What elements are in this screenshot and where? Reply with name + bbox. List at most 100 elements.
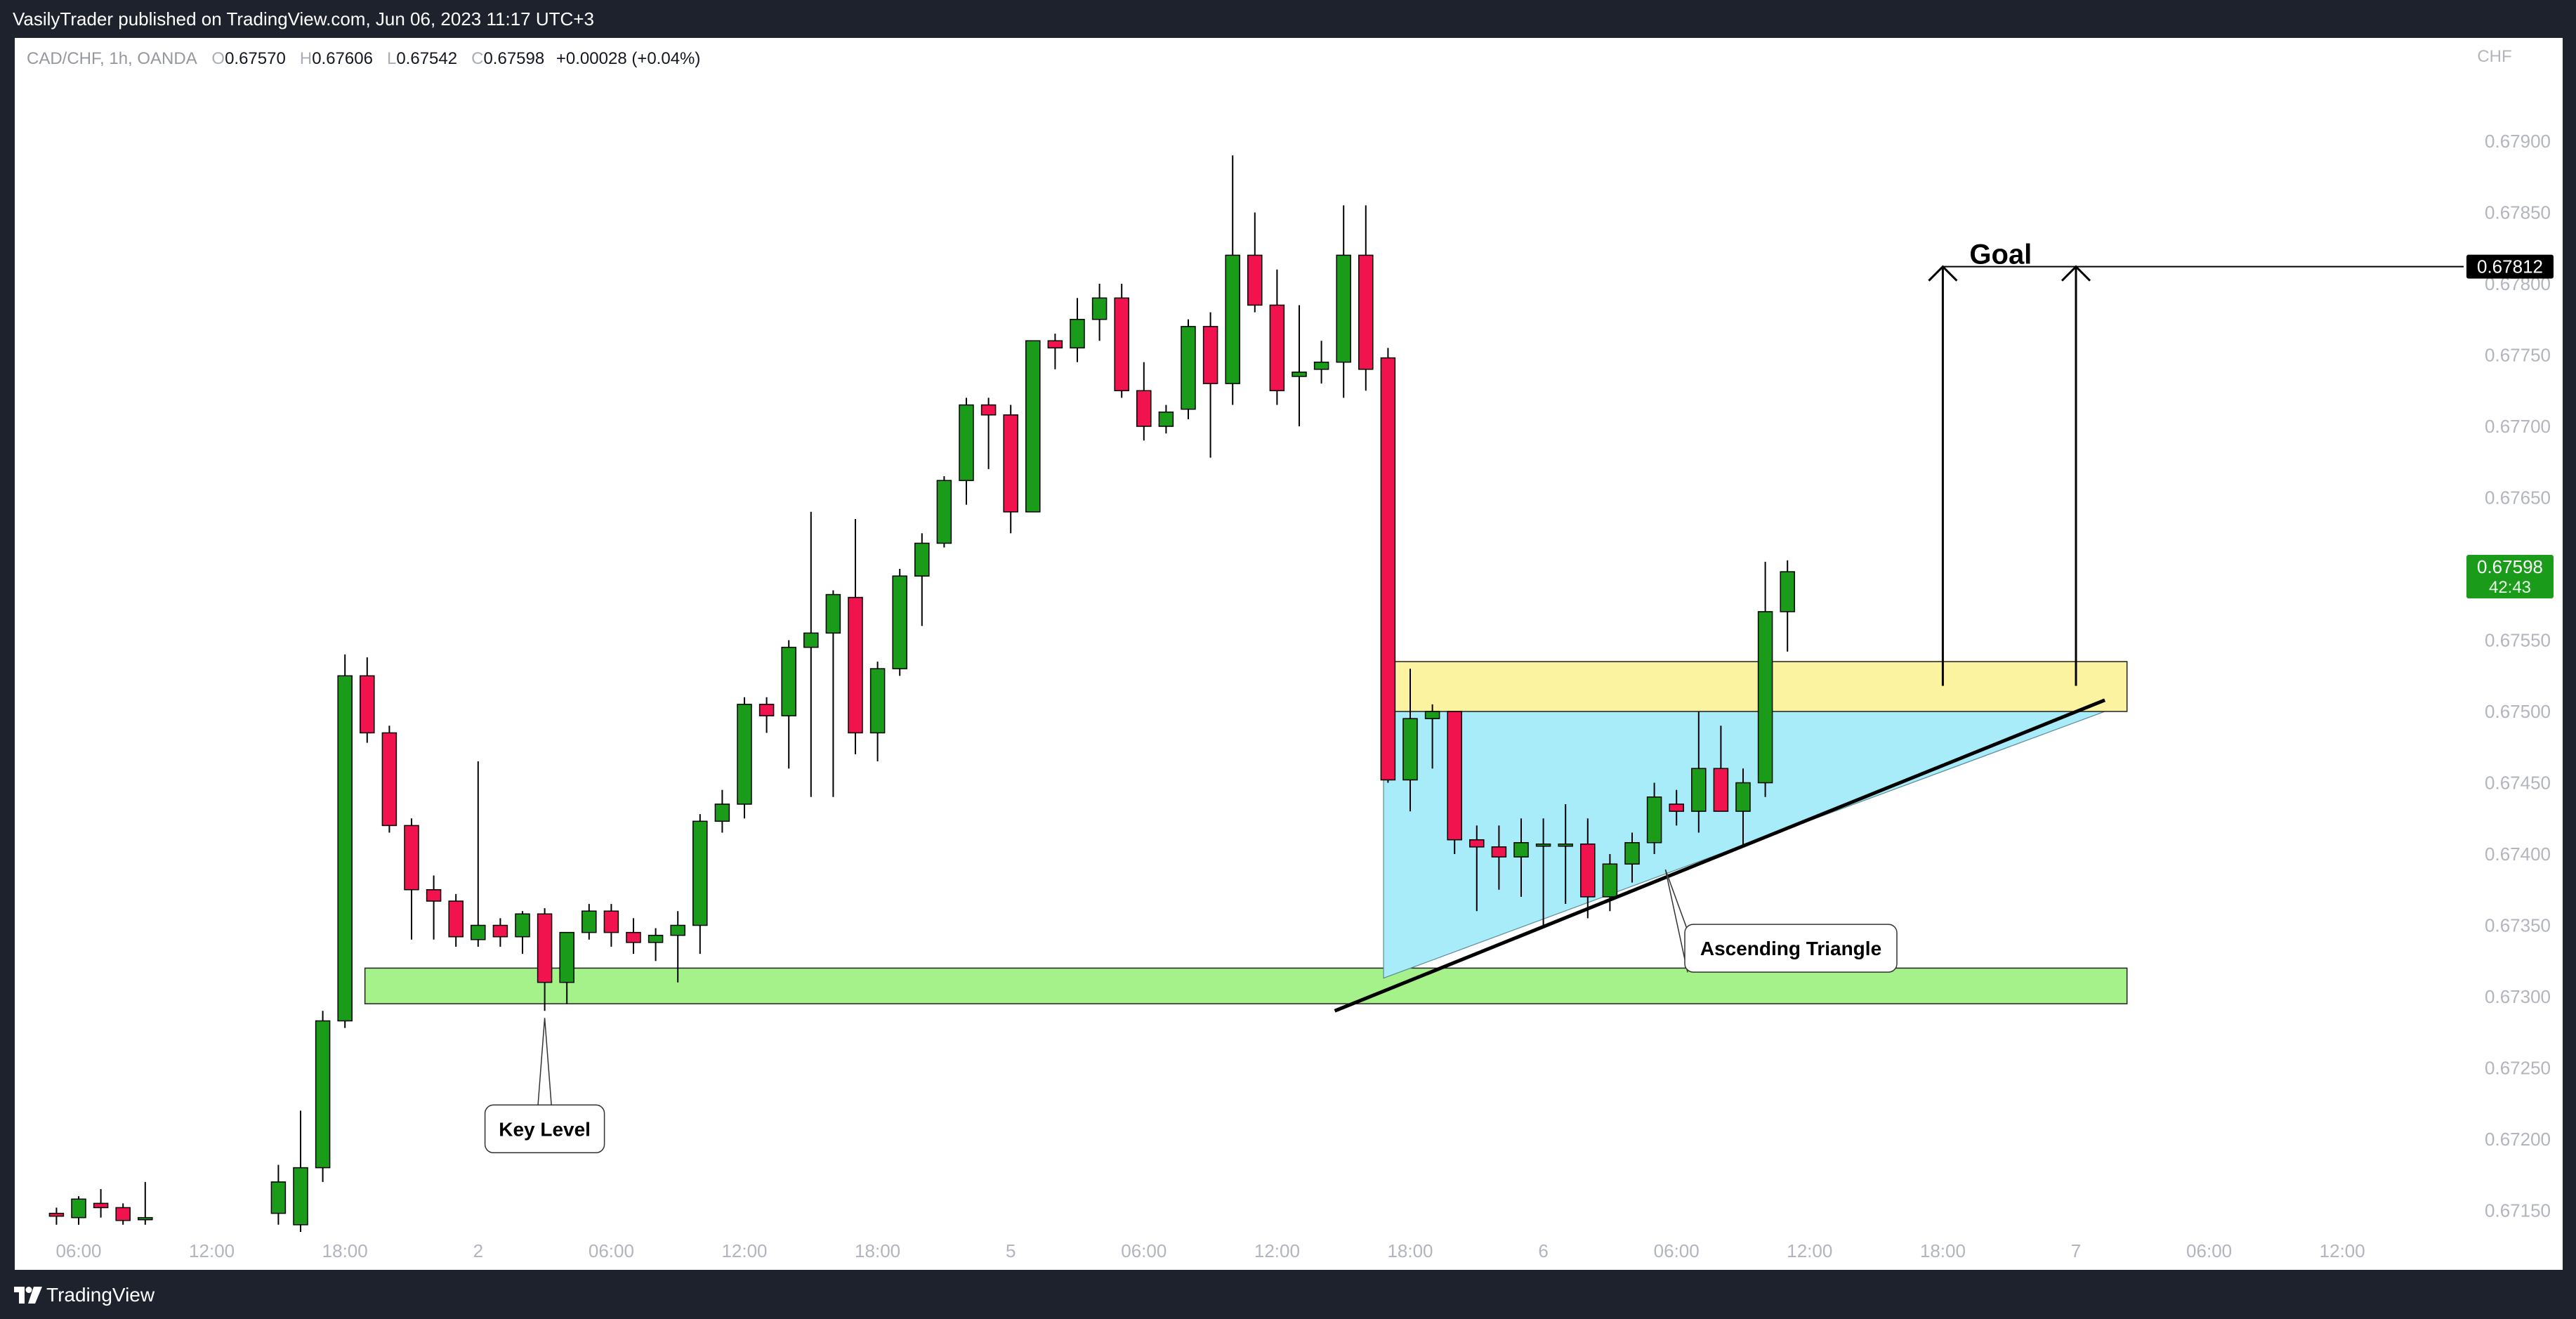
candle-body (1646, 796, 1662, 844)
candle-body (1025, 340, 1041, 513)
candle-body (914, 542, 930, 577)
y-tick-label: 0.67250 (2485, 1058, 2551, 1079)
tradingview-logo-icon[interactable] (14, 1287, 42, 1304)
x-tick-label: 12:00 (1787, 1240, 1832, 1261)
bar-countdown: 42:43 (2489, 578, 2531, 597)
current-price-tag-value: 0.67598 (2477, 556, 2543, 577)
candle-body (71, 1198, 86, 1219)
x-tick-label: 18:00 (322, 1240, 368, 1261)
candle-body (1424, 711, 1440, 719)
x-tick-label: 12:00 (189, 1240, 235, 1261)
ascending-triangle-label: Ascending Triangle (1700, 938, 1881, 959)
candle-body (758, 704, 775, 716)
legend-change: +0.00028 (+0.04%) (556, 49, 701, 68)
y-tick-label: 0.67150 (2485, 1200, 2551, 1221)
candle-body (626, 931, 641, 943)
candle-body (1181, 326, 1196, 410)
candle-body (1158, 411, 1174, 427)
x-tick-label: 12:00 (1254, 1240, 1300, 1261)
candle-body (803, 632, 819, 648)
candle-body (1047, 340, 1063, 349)
arrow-head (1928, 265, 1958, 282)
candle-body (781, 646, 796, 716)
candle-body (1669, 803, 1684, 812)
goal-price-tag (2466, 254, 2554, 279)
candle-body (1269, 304, 1285, 392)
candle-body (1003, 414, 1018, 513)
key-level-box (484, 1104, 605, 1154)
legend-low-value: 0.67542 (396, 49, 458, 68)
candle-body (1513, 842, 1529, 858)
symbol-legend[interactable]: CAD/CHF, 1h, OANDA O0.67570 H0.67606 L0.… (27, 49, 700, 69)
candle-body (1447, 711, 1462, 841)
candle-body (1580, 844, 1596, 898)
candle-body (1070, 319, 1085, 349)
candle-body (1535, 844, 1551, 847)
y-tick-label: 0.67700 (2485, 416, 2551, 437)
candle-body (270, 1181, 287, 1214)
candle-body (1225, 254, 1240, 384)
legend-open-value: 0.67570 (225, 49, 286, 68)
candle-body (115, 1207, 131, 1221)
support-zone (364, 967, 2128, 1004)
candle-body (670, 924, 685, 936)
plot-area[interactable] (48, 155, 2464, 1232)
candle-body (515, 913, 530, 938)
candle-body (1558, 844, 1573, 847)
x-tick-label: 2 (473, 1240, 483, 1261)
candle-body (1713, 768, 1729, 812)
candle-body (1469, 839, 1485, 848)
candle-body (737, 704, 752, 805)
candle-body (448, 900, 464, 938)
chart-panel[interactable] (15, 38, 2563, 1270)
candle-body (1380, 357, 1396, 781)
y-tick-label: 0.67500 (2485, 701, 2551, 722)
candle-body (603, 910, 619, 933)
y-tick-label: 0.67850 (2485, 202, 2551, 223)
y-tick-label: 0.67450 (2485, 773, 2551, 794)
y-tick-label: 0.67750 (2485, 345, 2551, 366)
candle-body (1136, 390, 1152, 427)
candle-body (980, 404, 997, 416)
candle-body (138, 1216, 153, 1221)
legend-close-value: 0.67598 (483, 49, 545, 68)
candle-body (1624, 842, 1640, 865)
x-tick-label: 18:00 (855, 1240, 900, 1261)
candle-body (869, 668, 886, 734)
candle-body (492, 924, 508, 938)
candle-body (692, 820, 708, 926)
legend-symbol[interactable]: CAD/CHF, 1h, OANDA (27, 49, 197, 68)
candle-body (1358, 254, 1374, 370)
x-tick-label: 5 (1006, 1240, 1016, 1261)
candle-body (1202, 326, 1218, 384)
candle-body (1735, 782, 1751, 812)
candle-body (48, 1212, 65, 1217)
candle-body (360, 675, 375, 734)
candle-body (1402, 718, 1418, 781)
x-tick-label: 7 (2071, 1240, 2081, 1261)
legend-high-value: 0.67606 (312, 49, 373, 68)
candle-body (936, 480, 952, 544)
x-tick-label: 12:00 (2320, 1240, 2365, 1261)
candle-body (1114, 297, 1129, 391)
candle-body (337, 675, 353, 1022)
legend-close-label: C (471, 49, 484, 68)
candle-body (426, 889, 442, 902)
currency-label: CHF (2477, 47, 2511, 66)
key-level-pointer (537, 1018, 553, 1110)
key-level-label: Key Level (499, 1118, 591, 1140)
x-tick-label: 18:00 (1387, 1240, 1433, 1261)
top-bar: VasilyTrader published on TradingView.co… (0, 0, 2576, 38)
candle-body (892, 575, 907, 669)
y-tick-label: 0.67350 (2485, 915, 2551, 936)
ascending-triangle-box (1684, 924, 1898, 973)
y-tick-label: 0.67650 (2485, 487, 2551, 508)
brand-name[interactable]: TradingView (46, 1284, 155, 1306)
x-tick-label: 06:00 (1121, 1240, 1167, 1261)
goal-price-tag-value: 0.67812 (2477, 256, 2543, 277)
y-tick-label: 0.67400 (2485, 844, 2551, 865)
candle-body (1292, 372, 1307, 377)
candle-body (537, 913, 553, 983)
candle-body (93, 1202, 109, 1209)
